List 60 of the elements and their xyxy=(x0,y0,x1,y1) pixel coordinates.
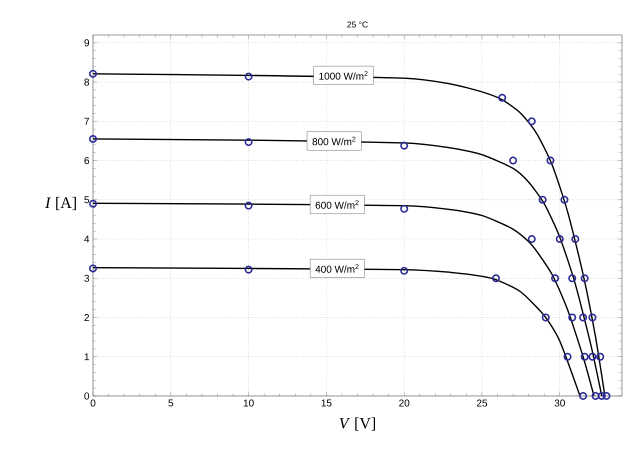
point xyxy=(89,200,98,208)
point xyxy=(560,196,568,204)
x-tick-label: 30 xyxy=(554,400,565,407)
y-tick-label: 0 xyxy=(84,392,90,400)
point xyxy=(244,72,253,81)
point xyxy=(588,352,596,361)
point xyxy=(528,235,536,244)
x-tick-label: 10 xyxy=(244,400,254,407)
point xyxy=(551,274,560,282)
y-tick-label: 3 xyxy=(84,274,90,282)
annotation: 400 W/m$^{2}$ xyxy=(315,264,359,273)
x-tick-label: 15 xyxy=(322,400,332,406)
point xyxy=(571,235,580,244)
point xyxy=(89,134,98,143)
point xyxy=(592,392,600,400)
y-tick-label: 2 xyxy=(84,314,89,321)
x-tick-label: 25 xyxy=(476,400,488,407)
y-tick-label: 9 xyxy=(84,39,90,46)
point xyxy=(580,274,589,282)
point xyxy=(509,156,518,165)
annotation: 1000 W/m$^{2}$ xyxy=(319,71,368,80)
x-tick-label: 20 xyxy=(399,400,410,407)
point xyxy=(244,266,253,274)
x-tick-label: 5 xyxy=(168,400,174,406)
point xyxy=(580,352,589,361)
annotation: 800 W/m$^{2}$ xyxy=(312,136,356,146)
point xyxy=(542,314,550,322)
point xyxy=(244,138,253,146)
point xyxy=(89,264,98,272)
y-axis-title: I [A] xyxy=(45,196,76,210)
point xyxy=(492,274,500,282)
point xyxy=(598,392,606,400)
point xyxy=(400,204,408,213)
point xyxy=(596,352,604,361)
annotation: 600 W/m$^{2}$ xyxy=(316,200,359,209)
point xyxy=(564,352,572,361)
point xyxy=(538,196,547,204)
y-tick-label: 4 xyxy=(84,236,90,242)
y-tick-label: 8 xyxy=(84,78,90,86)
y-tick-label: 5 xyxy=(84,196,90,204)
point xyxy=(400,266,408,275)
point xyxy=(244,202,253,210)
point xyxy=(568,274,576,282)
point xyxy=(579,392,588,400)
y-tick-label: 6 xyxy=(84,157,90,164)
point xyxy=(579,314,588,322)
point xyxy=(556,235,564,244)
point xyxy=(568,314,576,322)
chart-title: 25 °C xyxy=(347,22,368,28)
y-tick-label: 1 xyxy=(84,353,90,360)
x-axis-title: V [V] xyxy=(340,417,376,431)
point xyxy=(528,117,536,126)
x-tick-label: 0 xyxy=(90,400,96,407)
point xyxy=(400,142,408,150)
point xyxy=(588,314,596,322)
point xyxy=(89,70,98,78)
point xyxy=(602,392,610,400)
y-tick-label: 7 xyxy=(84,118,89,125)
point xyxy=(546,156,554,165)
point xyxy=(498,94,506,102)
